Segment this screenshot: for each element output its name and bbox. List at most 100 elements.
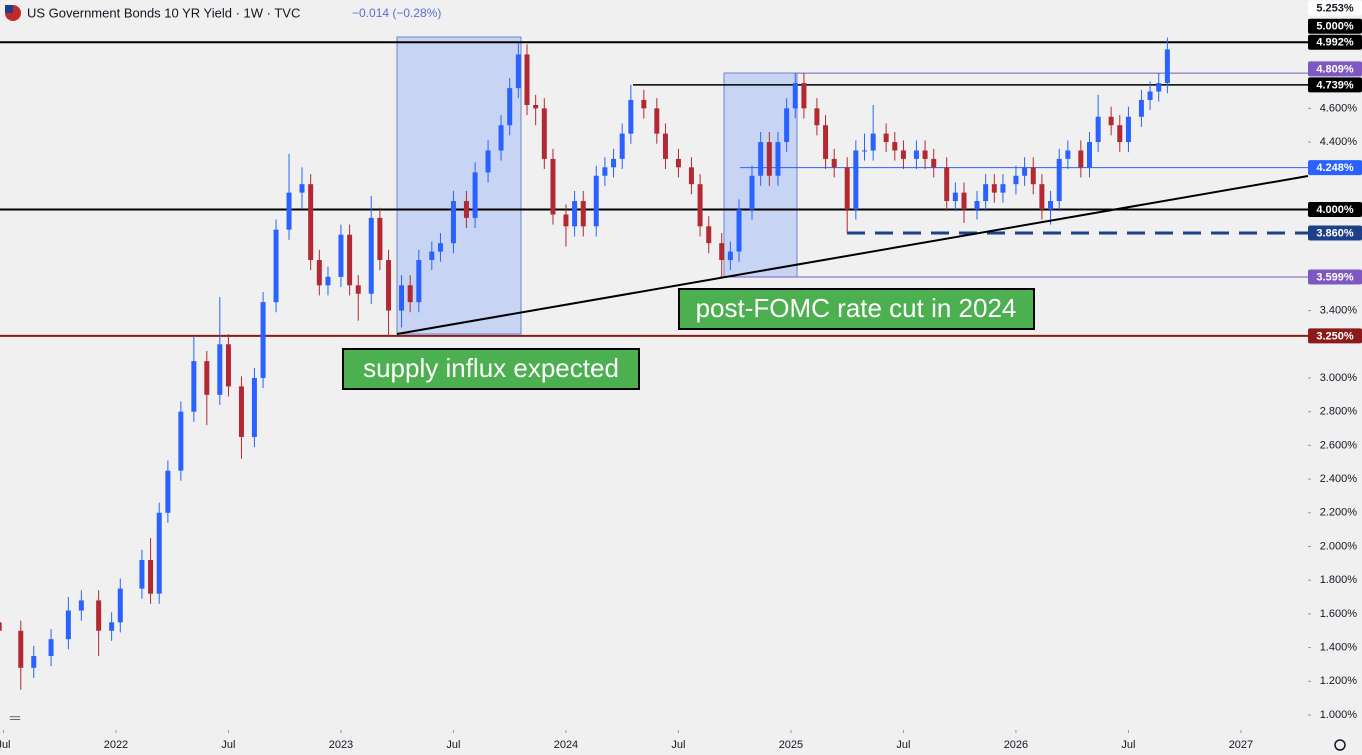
header: US Government Bonds 10 YR Yield · 1W · T… xyxy=(5,5,441,21)
settings-icon[interactable] xyxy=(1334,739,1346,751)
candle-body xyxy=(775,142,781,176)
candle-body xyxy=(853,150,859,210)
candle-body xyxy=(498,125,504,151)
candle-body xyxy=(139,559,145,589)
x-tick-label: 2027 xyxy=(1229,739,1253,751)
candle-body xyxy=(429,251,435,261)
x-tick-label: Jul xyxy=(221,739,235,751)
candle-body xyxy=(766,142,772,176)
candle-body xyxy=(386,260,392,311)
price-label-box xyxy=(1308,0,1362,16)
candle-body xyxy=(31,656,37,668)
candle-body xyxy=(593,175,599,227)
candle-body xyxy=(870,133,876,151)
x-tick-label: 2026 xyxy=(1004,739,1028,751)
price-label: 3.860% xyxy=(1316,227,1354,239)
y-tick-label: 2.200% xyxy=(1320,507,1358,519)
candle-body xyxy=(450,201,456,244)
price-label: 4.992% xyxy=(1316,37,1354,49)
y-tick-label: 1.800% xyxy=(1320,574,1358,586)
candle-body xyxy=(1125,116,1131,143)
candle-body xyxy=(273,229,279,303)
candle-body xyxy=(736,209,742,252)
candle-body xyxy=(355,285,361,294)
candle-body xyxy=(1164,49,1170,84)
candle-body xyxy=(472,172,478,218)
candle-body xyxy=(524,54,530,105)
price-label-box xyxy=(1308,61,1362,77)
candle-body xyxy=(225,344,231,387)
candle-body xyxy=(156,512,162,594)
candle-body xyxy=(338,234,344,277)
annotation: post-FOMC rate cut in 2024 xyxy=(678,288,1035,330)
candle-body xyxy=(507,88,513,126)
candle-body xyxy=(165,470,171,513)
candle-body xyxy=(991,184,997,193)
price-label: 3.250% xyxy=(1316,330,1354,342)
candle-body xyxy=(377,217,383,261)
candle-body xyxy=(1147,91,1153,100)
candle-body xyxy=(628,99,634,134)
candle-body xyxy=(697,184,703,227)
candle-body xyxy=(749,175,755,210)
candle-body xyxy=(1056,158,1062,202)
x-tick-label: 2022 xyxy=(104,739,128,751)
candle-body xyxy=(1095,116,1101,143)
y-tick-label: 1.000% xyxy=(1320,709,1358,721)
candle-body xyxy=(922,150,928,159)
x-tick-label: Jul xyxy=(671,739,685,751)
y-tick-label: 2.000% xyxy=(1320,540,1358,552)
candle-body xyxy=(654,108,660,134)
x-tick-label: 2025 xyxy=(779,739,803,751)
candle-body xyxy=(368,217,374,294)
candle-body xyxy=(515,54,521,89)
candle-body xyxy=(1156,83,1162,92)
candle-body xyxy=(784,108,790,143)
price-label: 3.599% xyxy=(1316,271,1354,283)
candle-body xyxy=(78,600,84,611)
candle-body xyxy=(883,133,889,143)
candle-body xyxy=(407,285,413,303)
y-tick-label: 1.600% xyxy=(1320,608,1358,620)
candle-body xyxy=(983,184,989,202)
trend-line xyxy=(396,175,1309,335)
candle-body xyxy=(580,201,586,227)
candle-body xyxy=(892,142,898,151)
price-label: 5.000% xyxy=(1316,21,1354,33)
price-label: 4.248% xyxy=(1316,162,1354,174)
x-tick-label: Jul xyxy=(0,739,10,751)
candle-body xyxy=(260,302,266,378)
candle-body xyxy=(251,377,257,437)
price-label-box xyxy=(1308,34,1362,50)
y-tick-label: 4.400% xyxy=(1320,136,1358,148)
candle-body xyxy=(675,158,681,168)
candle-body xyxy=(399,285,405,311)
candle-body xyxy=(862,150,868,152)
candle-body xyxy=(217,344,223,395)
candle-body xyxy=(533,104,539,109)
annotation-box xyxy=(342,348,640,390)
candle-body xyxy=(1086,142,1092,168)
candle-body xyxy=(727,251,733,261)
price-label: 4.739% xyxy=(1316,79,1354,91)
candle-body xyxy=(844,167,850,210)
candle-body xyxy=(1138,99,1144,117)
price-label-box xyxy=(1308,201,1362,217)
candle-body xyxy=(299,184,305,193)
annotation-text: supply influx expected xyxy=(363,353,619,383)
candle-body xyxy=(416,260,422,303)
candle-body xyxy=(96,600,102,631)
candle-body xyxy=(1078,150,1084,168)
candle-body xyxy=(1013,175,1019,185)
candle-body xyxy=(347,234,353,286)
candle-body xyxy=(109,622,115,631)
price-label: 5.253% xyxy=(1316,2,1354,14)
candle-body xyxy=(602,167,608,176)
annotation-text: post-FOMC rate cut in 2024 xyxy=(696,293,1017,323)
candle-body xyxy=(1000,184,1006,193)
price-label-box xyxy=(1308,328,1362,344)
candle-body xyxy=(463,201,469,218)
annotation-box xyxy=(678,288,1035,330)
candle-body xyxy=(204,361,210,395)
